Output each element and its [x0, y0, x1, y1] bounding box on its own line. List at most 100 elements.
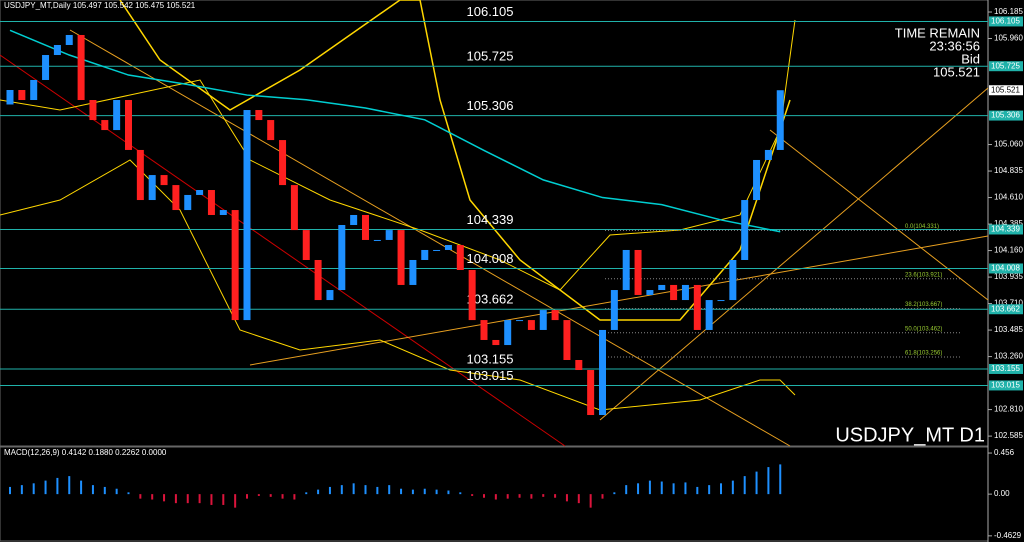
- macd-tick-label: 0.00: [994, 489, 1010, 498]
- band-line: [0, 19, 796, 291]
- candle-body: [373, 239, 381, 241]
- macd-bar: [151, 494, 154, 500]
- candle-body: [480, 320, 488, 340]
- macd-bar: [269, 494, 272, 497]
- candle-body: [776, 90, 784, 150]
- candle-body: [113, 100, 121, 131]
- level-box-label: 106.105: [991, 17, 1020, 26]
- candle-body: [219, 210, 227, 215]
- y-tick-label: 105.060: [994, 140, 1023, 149]
- macd-bar: [731, 480, 734, 495]
- level-box: [989, 110, 1023, 121]
- candle-body: [681, 284, 689, 301]
- candle-body: [741, 200, 749, 260]
- level-label: 105.725: [467, 49, 514, 64]
- candle-body: [492, 339, 500, 346]
- macd-bar: [305, 492, 308, 495]
- candle-body: [207, 190, 215, 215]
- level-label: 105.306: [467, 98, 514, 113]
- macd-bar: [115, 488, 118, 495]
- candle-body: [326, 290, 334, 301]
- macd-bar: [565, 494, 568, 502]
- macd-bar: [743, 476, 746, 495]
- candle-body: [243, 110, 251, 321]
- macd-bar: [554, 494, 557, 498]
- candle-body: [65, 34, 73, 46]
- macd-bar: [32, 483, 35, 495]
- chart-title: USDJPY_MT,Daily 105.497 105.542 105.475 …: [4, 1, 196, 10]
- macd-bar: [127, 492, 130, 495]
- candle-body: [433, 249, 441, 251]
- candle-body: [468, 270, 476, 321]
- candle-body: [753, 159, 761, 201]
- candle-body: [267, 120, 275, 141]
- band-line: [119, 0, 791, 321]
- macd-bar: [720, 483, 722, 495]
- candle-body: [599, 329, 606, 416]
- macd-bar: [577, 494, 580, 504]
- macd-bar: [423, 488, 426, 495]
- candle-body: [255, 110, 263, 121]
- candle-body: [89, 100, 97, 121]
- level-label: 103.015: [467, 368, 514, 383]
- macd-bar: [637, 483, 640, 495]
- candle-body: [302, 230, 310, 260]
- macd-bar: [506, 494, 509, 499]
- macd-bar: [257, 494, 260, 496]
- macd-bar: [20, 485, 23, 495]
- candle-body: [421, 249, 429, 260]
- trend-line: [599, 87, 989, 421]
- macd-tick-label: 0.456: [994, 448, 1015, 457]
- trend-line: [69, 29, 791, 447]
- y-tick-label: 104.160: [994, 246, 1023, 255]
- candle-body: [231, 210, 239, 321]
- macd-bar: [340, 485, 343, 495]
- macd-bar: [9, 486, 11, 495]
- macd-bar: [234, 494, 237, 508]
- candle-body: [587, 370, 595, 416]
- level-box-label: 104.339: [991, 225, 1020, 234]
- candle-body: [42, 55, 50, 80]
- candle-body: [350, 214, 358, 226]
- macd-bar: [210, 494, 213, 505]
- candle-body: [397, 230, 405, 285]
- macd-bar: [163, 494, 166, 502]
- timer-title: TIME REMAIN: [895, 25, 980, 40]
- candle-body: [551, 310, 559, 321]
- level-box: [989, 304, 1023, 315]
- candle-body: [279, 140, 287, 186]
- y-tick-label: 103.260: [994, 352, 1023, 361]
- fib-label: 23.6(103.921): [905, 272, 942, 278]
- candle-body: [184, 194, 192, 211]
- candle-body: [362, 214, 369, 240]
- candle-body: [764, 149, 772, 160]
- macd-bar: [222, 494, 225, 505]
- bid-label: Bid: [961, 51, 980, 66]
- macd-bar: [708, 485, 711, 495]
- macd-bar: [44, 480, 47, 495]
- macd-bar: [388, 485, 391, 495]
- macd-bar: [139, 494, 142, 499]
- level-box: [989, 224, 1023, 235]
- macd-bar: [625, 485, 628, 495]
- macd-bar: [364, 485, 367, 495]
- candle-body: [610, 290, 618, 330]
- macd-bar: [400, 488, 403, 495]
- trend-line: [249, 235, 989, 366]
- trend-lines: [0, 0, 989, 447]
- fib-label: 61.8(103.256): [905, 351, 942, 357]
- macd-tick-label: -0.4629: [994, 531, 1022, 540]
- macd-bar: [483, 494, 485, 498]
- macd-bar: [281, 494, 284, 499]
- candle-body: [136, 149, 144, 201]
- macd-bar: [779, 464, 782, 495]
- bid-box-label: 105.521: [991, 85, 1020, 94]
- candle-body: [527, 320, 535, 330]
- level-label: 103.155: [467, 351, 514, 366]
- candle-body: [670, 284, 678, 301]
- candle-body: [77, 34, 85, 101]
- macd-bar: [376, 486, 379, 495]
- macd-bar: [613, 492, 616, 495]
- candle-body: [101, 120, 109, 131]
- level-box-label: 103.662: [991, 304, 1020, 313]
